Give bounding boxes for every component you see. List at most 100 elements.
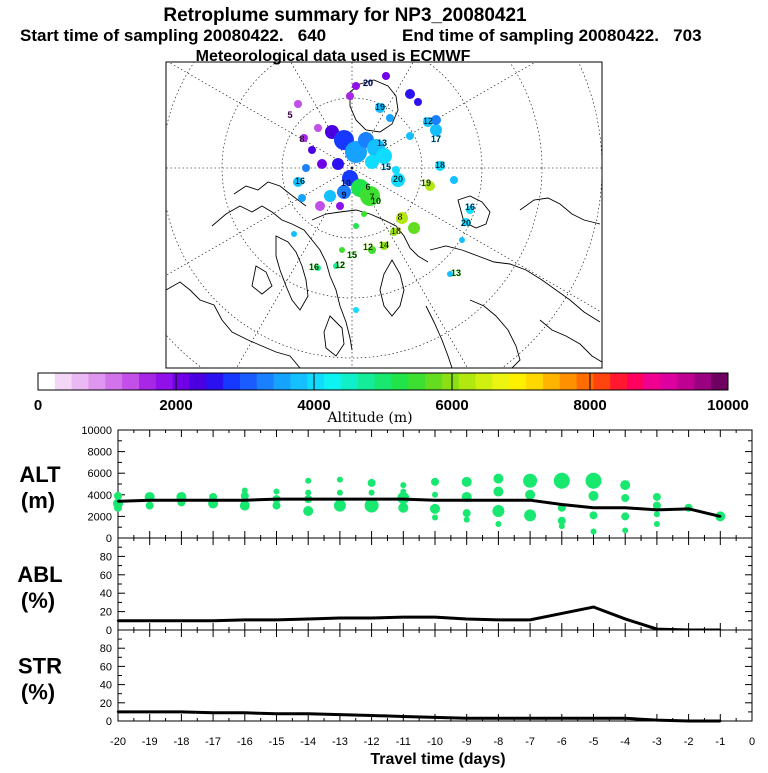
str-vertex bbox=[402, 715, 405, 718]
centroid-day-label: 20 bbox=[461, 218, 471, 228]
mean-altitude-vertex bbox=[433, 499, 437, 502]
str-line bbox=[118, 710, 721, 723]
panel-str: 0 20 40 60 80 STR(%) bbox=[18, 629, 753, 728]
y-tick-label: 60 bbox=[100, 570, 112, 582]
centroid-day-label: 16 bbox=[465, 202, 475, 212]
altitude-point bbox=[336, 489, 343, 496]
figure-title: Retroplume summary for NP3_20080421 bbox=[163, 5, 527, 26]
str-vertex bbox=[528, 717, 532, 720]
str-vertex bbox=[687, 719, 690, 723]
colorbar-segment bbox=[559, 373, 578, 390]
centroid-dot bbox=[352, 82, 360, 90]
centroid-day-label: 17 bbox=[431, 134, 441, 144]
mean-altitude-vertex bbox=[307, 497, 310, 501]
colorbar-segment bbox=[340, 373, 359, 390]
centroid-dot bbox=[447, 271, 453, 277]
colorbar-segment bbox=[610, 373, 628, 390]
colorbar-segment bbox=[273, 373, 291, 390]
y-tick-label: 40 bbox=[100, 680, 112, 692]
str-vertex bbox=[116, 710, 120, 714]
abl-vertex bbox=[528, 618, 532, 622]
altitude-colorbar bbox=[37, 372, 729, 391]
abl-vertex bbox=[402, 615, 405, 619]
mean-altitude-vertex bbox=[719, 515, 722, 518]
mean-altitude-vertex bbox=[180, 499, 183, 502]
y-tick-label: 0 bbox=[106, 625, 112, 637]
x-tick-label: -17 bbox=[205, 736, 221, 748]
latitude-circle bbox=[221, 62, 483, 299]
altitude-point bbox=[239, 500, 250, 511]
panel-alt: 0 2000 4000 6000 8000 10000 ALT(m) bbox=[19, 425, 753, 545]
colorbar-segment bbox=[677, 373, 695, 390]
altitude-point bbox=[398, 502, 409, 513]
altitude-point bbox=[653, 520, 660, 527]
centroid-day-label: 6 bbox=[365, 182, 370, 192]
sampling-end-time: End time of sampling 20080422. 703 bbox=[402, 26, 702, 45]
centroid-dot bbox=[386, 114, 394, 122]
panel-abl: 0 20 40 60 80 ABL(%) bbox=[17, 537, 753, 637]
y-tick-label: 0 bbox=[106, 533, 112, 545]
panel-label: ALT bbox=[19, 462, 61, 487]
colorbar-segment bbox=[425, 373, 443, 390]
y-tick-label: 4000 bbox=[88, 490, 112, 502]
x-tick-label: -9 bbox=[462, 736, 472, 748]
str-vertex bbox=[655, 718, 659, 722]
centroid-day-label: 12 bbox=[423, 116, 433, 126]
y-tick-label: 40 bbox=[100, 588, 112, 600]
colorbar-segment bbox=[593, 373, 611, 390]
mean-altitude-vertex bbox=[116, 500, 120, 503]
centroid-dot bbox=[339, 247, 345, 253]
centroid-dot bbox=[353, 223, 359, 229]
altitude-point bbox=[620, 480, 631, 491]
mean-altitude-vertex bbox=[465, 499, 468, 502]
colorbar-segment bbox=[408, 373, 426, 390]
altitude-point bbox=[273, 488, 280, 495]
colorbar-segment bbox=[509, 373, 527, 390]
x-tick-label: -2 bbox=[684, 736, 694, 748]
altitude-point bbox=[557, 516, 566, 525]
y-tick-label: 2000 bbox=[88, 511, 112, 523]
centroid-day-label: 13 bbox=[451, 268, 461, 278]
str-vertex bbox=[560, 717, 563, 720]
time-series-panels: 0200040006000800010000ALT(m)020406080ABL… bbox=[17, 425, 755, 768]
centroid-day-label: 13 bbox=[377, 138, 387, 148]
panel-label: ABL bbox=[17, 562, 62, 587]
centroid-dot bbox=[337, 185, 351, 199]
colorbar-segment bbox=[189, 373, 207, 390]
x-tick-label: -5 bbox=[589, 736, 599, 748]
altitude-point bbox=[303, 506, 314, 516]
altitude-point bbox=[524, 509, 537, 522]
mean-altitude-vertex bbox=[211, 499, 215, 502]
altitude-point bbox=[493, 473, 504, 484]
mean-altitude-vertex bbox=[148, 499, 151, 502]
mean-altitude-vertex bbox=[402, 497, 405, 501]
colorbar-tick-label: 4000 bbox=[297, 397, 330, 414]
coastlines bbox=[166, 79, 602, 368]
altitude-point bbox=[368, 489, 375, 496]
panel-frame bbox=[117, 629, 753, 722]
altitude-point bbox=[305, 489, 312, 496]
centroid-dot bbox=[293, 177, 303, 187]
altitude-point bbox=[523, 473, 538, 488]
y-tick-label: 20 bbox=[100, 698, 112, 710]
latitude-circle bbox=[166, 62, 543, 359]
x-tick-label: -20 bbox=[110, 736, 126, 748]
abl-vertex bbox=[116, 619, 120, 622]
colorbar-segment bbox=[324, 373, 342, 390]
centroid-day-label: 18 bbox=[391, 226, 401, 236]
panel-frame bbox=[117, 537, 753, 631]
panel-unit: (%) bbox=[21, 680, 55, 705]
centroid-day-label: 10 bbox=[371, 196, 381, 206]
mean-altitude-vertex bbox=[243, 499, 246, 502]
mean-altitude-vertex bbox=[370, 497, 373, 501]
colorbar-segment bbox=[458, 373, 477, 390]
y-tick-label: 10000 bbox=[81, 425, 112, 437]
colorbar-segment bbox=[492, 373, 510, 390]
altitude-point bbox=[461, 476, 472, 487]
retroplume-centroids bbox=[291, 72, 474, 313]
altitude-point bbox=[430, 503, 440, 514]
str-vertex bbox=[307, 712, 310, 715]
mean-altitude-vertex bbox=[497, 499, 500, 502]
altitude-point bbox=[492, 505, 505, 517]
centroid-dot bbox=[423, 117, 433, 127]
